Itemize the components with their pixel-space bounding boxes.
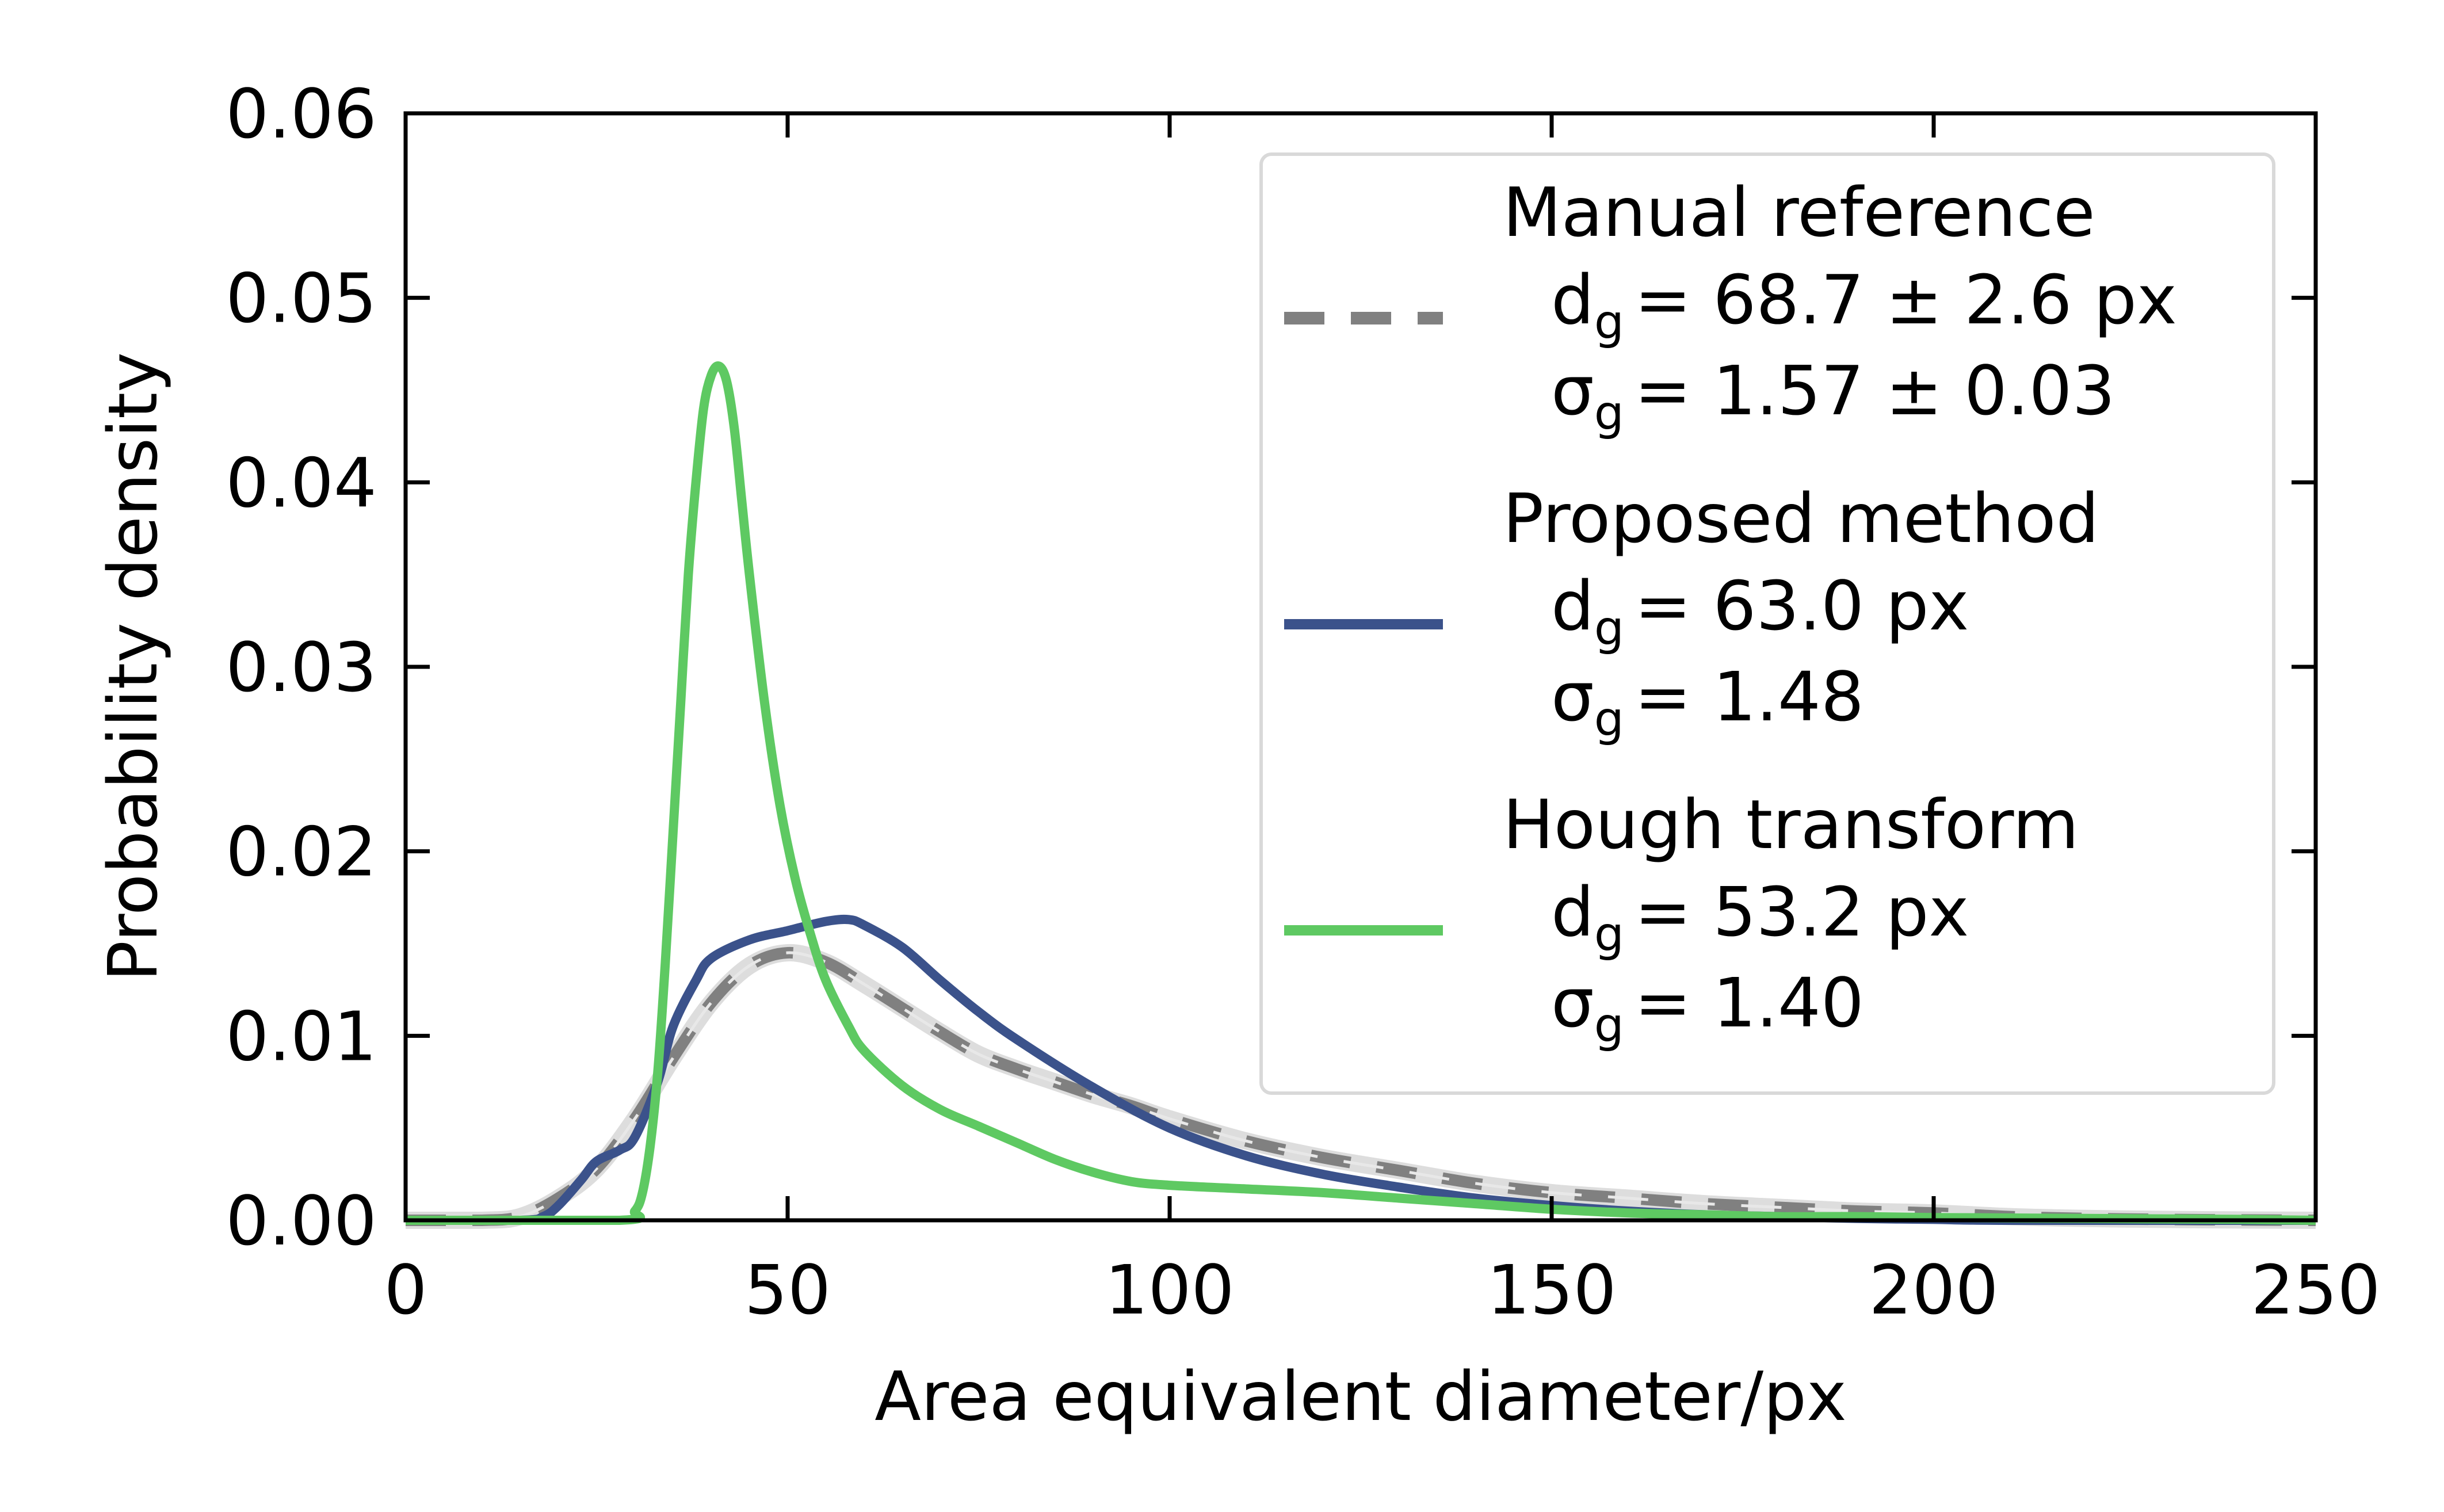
x-tick-label: 0	[384, 1250, 427, 1330]
y-tick-label: 0.05	[226, 259, 377, 338]
series-line-manual-reference	[405, 946, 2316, 1226]
legend-stat: dg = 63.0 px	[1551, 566, 1969, 656]
series-layer	[405, 361, 2316, 1229]
legend-title: Proposed method	[1503, 479, 2099, 558]
legend-stat: σg = 1.57 ± 0.03	[1551, 351, 2115, 441]
legend-stat: σg = 1.48	[1551, 657, 1864, 747]
x-tick-label: 150	[1487, 1250, 1616, 1330]
x-axis-label: Area equivalent diameter/px	[875, 1357, 1847, 1436]
legend-stat: dg = 68.7 ± 2.6 px	[1551, 260, 2177, 350]
x-tick-label: 100	[1105, 1250, 1234, 1330]
y-axis-label: Probability density	[93, 352, 173, 982]
x-tick-label: 250	[2251, 1250, 2380, 1330]
legend-title: Manual reference	[1503, 173, 2095, 252]
legend-stat: dg = 53.2 px	[1551, 872, 1969, 962]
plot-area	[405, 361, 2316, 1229]
y-tick-label: 0.03	[226, 628, 377, 707]
ticks-layer: 0 50 100 150 200 250 0.00 0.01 0.02 0.03 0.04 0.05 0…	[226, 74, 2380, 1330]
y-tick-label: 0.00	[226, 1181, 377, 1261]
y-tick-label: 0.04	[226, 443, 377, 522]
y-tick-label: 0.01	[226, 996, 377, 1076]
legend-box	[1259, 152, 2275, 1095]
x-tick-label: 50	[744, 1250, 831, 1330]
y-tick-label: 0.02	[226, 812, 377, 892]
x-tick-label: 200	[1869, 1250, 1998, 1330]
legend-title: Hough transform	[1503, 785, 2079, 864]
legend-stat: σg = 1.40	[1551, 963, 1864, 1053]
y-tick-label: 0.06	[226, 74, 377, 154]
series-line-hough-transform	[405, 361, 2316, 1225]
